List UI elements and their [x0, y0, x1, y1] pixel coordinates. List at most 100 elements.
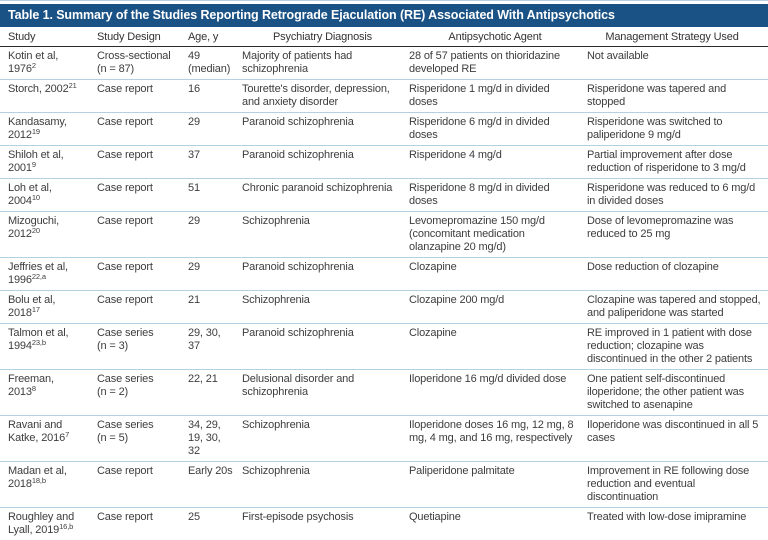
study-name: Ravani and Katke, 2016	[8, 419, 66, 444]
cell-management-strategy: Risperidone was switched to paliperidone…	[587, 116, 723, 141]
cell-study: Loh et al, 200410	[8, 179, 97, 211]
study-name: Jeffries et al, 1996	[8, 261, 68, 286]
reference-superscript: 22,a	[31, 272, 46, 281]
column-header-diagnosis: Psychiatry Diagnosis	[272, 31, 373, 43]
reference-superscript: 10	[31, 193, 40, 202]
cell-antipsychotic-agent: Clozapine 200 mg/d	[409, 294, 505, 306]
table-title: Table 1. Summary of the Studies Reportin…	[8, 8, 615, 22]
cell-psychiatry-diagnosis: Tourette's disorder, depression, and anx…	[242, 83, 390, 108]
cell-age: 29	[188, 261, 200, 273]
cell-psychiatry-diagnosis: Paranoid schizophrenia	[242, 327, 354, 339]
table-top-border	[0, 0, 768, 1]
cell-psychiatry-diagnosis: Paranoid schizophrenia	[242, 149, 354, 161]
cell-psychiatry-diagnosis: Majority of patients had schizophrenia	[242, 50, 353, 75]
table-row: Storch, 200221 Case report 16 Tourette's…	[0, 80, 768, 113]
cell-study-design: Case series (n = 5)	[97, 419, 154, 444]
cell-age: Early 20s	[188, 465, 233, 477]
cell-management-strategy: Iloperidone was discontinued in all 5 ca…	[587, 419, 759, 444]
reference-superscript: 18,b	[31, 476, 46, 485]
cell-study: Roughley and Lyall, 201916,b	[8, 508, 97, 540]
column-header-agent: Antipsychotic Agent	[448, 31, 542, 43]
table-row: Loh et al, 200410 Case report 51 Chronic…	[0, 179, 768, 212]
cell-study: Kotin et al, 19762	[8, 47, 97, 79]
study-name: Storch, 2002	[8, 83, 69, 95]
cell-age: 29	[188, 215, 200, 227]
cell-management-strategy: Clozapine was tapered and stopped, and p…	[587, 294, 761, 319]
reference-superscript: 20	[31, 226, 40, 235]
cell-psychiatry-diagnosis: Schizophrenia	[242, 465, 310, 477]
study-name: Kotin et al, 1976	[8, 50, 59, 75]
cell-antipsychotic-agent: Clozapine	[409, 261, 457, 273]
study-name: Loh et al, 2004	[8, 182, 52, 207]
cell-management-strategy: Improvement in RE following dose reducti…	[587, 465, 750, 503]
table-header-row: Study Study Design Age, y Psychiatry Dia…	[0, 27, 768, 47]
table-row: Mizoguchi, 201220 Case report 29 Schizop…	[0, 212, 768, 258]
cell-study-design: Case report	[97, 83, 153, 95]
table-row: Kotin et al, 19762 Cross-sectional (n = …	[0, 47, 768, 80]
reference-superscript: 16,b	[59, 522, 74, 531]
reference-superscript: 19	[31, 127, 40, 136]
cell-management-strategy: Partial improvement after dose reduction…	[587, 149, 746, 174]
cell-study-design: Case report	[97, 149, 153, 161]
study-name: Shiloh et al, 2001	[8, 149, 64, 174]
study-name: Kandasamy, 2012	[8, 116, 67, 141]
table-row: Ravani and Katke, 20167 Case series (n =…	[0, 416, 768, 462]
cell-study: Kandasamy, 201219	[8, 113, 97, 145]
study-name: Mizoguchi, 2012	[8, 215, 60, 240]
cell-antipsychotic-agent: Paliperidone palmitate	[409, 465, 515, 477]
cell-management-strategy: Risperidone was tapered and stopped	[587, 83, 727, 108]
cell-antipsychotic-agent: Quetiapine	[409, 511, 461, 523]
cell-age: 51	[188, 182, 200, 194]
cell-study: Ravani and Katke, 20167	[8, 416, 97, 461]
cell-psychiatry-diagnosis: Schizophrenia	[242, 294, 310, 306]
table-row: Bolu et al, 201817 Case report 21 Schizo…	[0, 291, 768, 324]
table-row: Roughley and Lyall, 201916,b Case report…	[0, 508, 768, 540]
cell-study-design: Cross-sectional (n = 87)	[97, 50, 171, 75]
cell-psychiatry-diagnosis: Delusional disorder and schizophrenia	[242, 373, 355, 398]
study-name: Roughley and Lyall, 2019	[8, 511, 75, 536]
cell-age: 21	[188, 294, 200, 306]
cell-study-design: Case report	[97, 182, 153, 194]
cell-study-design: Case report	[97, 215, 153, 227]
cell-study-design: Case report	[97, 294, 153, 306]
column-header-study: Study	[8, 31, 36, 43]
cell-age: 49 (median)	[188, 50, 231, 75]
reference-superscript: 17	[31, 305, 40, 314]
cell-psychiatry-diagnosis: Paranoid schizophrenia	[242, 116, 354, 128]
reference-superscript: 9	[31, 160, 36, 169]
cell-antipsychotic-agent: Iloperidone 16 mg/d divided dose	[409, 373, 567, 385]
cell-antipsychotic-agent: 28 of 57 patients on thioridazine develo…	[409, 50, 560, 75]
reference-superscript: 7	[65, 430, 70, 439]
cell-study: Jeffries et al, 199622,a	[8, 258, 97, 290]
cell-management-strategy: RE improved in 1 patient with dose reduc…	[587, 327, 753, 365]
table-row: Madan et al, 201818,b Case report Early …	[0, 462, 768, 508]
cell-management-strategy: Not available	[587, 50, 649, 62]
table-row: Shiloh et al, 20019 Case report 37 Paran…	[0, 146, 768, 179]
cell-antipsychotic-agent: Iloperidone doses 16 mg, 12 mg, 8 mg, 4 …	[409, 419, 574, 444]
table-title-bar: Table 1. Summary of the Studies Reportin…	[0, 4, 768, 27]
cell-antipsychotic-agent: Risperidone 1 mg/d in divided doses	[409, 83, 550, 108]
cell-study: Bolu et al, 201817	[8, 291, 97, 323]
reference-superscript: 21	[68, 81, 77, 90]
table-row: Talmon et al, 199423,b Case series (n = …	[0, 324, 768, 370]
cell-study-design: Case report	[97, 261, 153, 273]
cell-age: 34, 29, 19, 30, 32	[188, 419, 221, 457]
cell-study-design: Case report	[97, 116, 153, 128]
cell-age: 22, 21	[188, 373, 218, 385]
cell-antipsychotic-agent: Risperidone 8 mg/d in divided doses	[409, 182, 550, 207]
cell-study-design: Case series (n = 3)	[97, 327, 154, 352]
cell-study-design: Case report	[97, 465, 153, 477]
cell-management-strategy: Risperidone was reduced to 6 mg/d in div…	[587, 182, 756, 207]
table-row: Freeman, 20138 Case series (n = 2) 22, 2…	[0, 370, 768, 416]
cell-management-strategy: Treated with low-dose imipramine	[587, 511, 747, 523]
column-header-study-design: Study Design	[97, 31, 161, 43]
column-header-age: Age, y	[188, 31, 219, 43]
cell-psychiatry-diagnosis: Schizophrenia	[242, 215, 310, 227]
cell-study: Talmon et al, 199423,b	[8, 324, 97, 369]
cell-study: Freeman, 20138	[8, 370, 97, 415]
cell-study: Shiloh et al, 20019	[8, 146, 97, 178]
cell-antipsychotic-agent: Risperidone 4 mg/d	[409, 149, 502, 161]
cell-age: 37	[188, 149, 200, 161]
column-header-management: Management Strategy Used	[605, 31, 739, 43]
